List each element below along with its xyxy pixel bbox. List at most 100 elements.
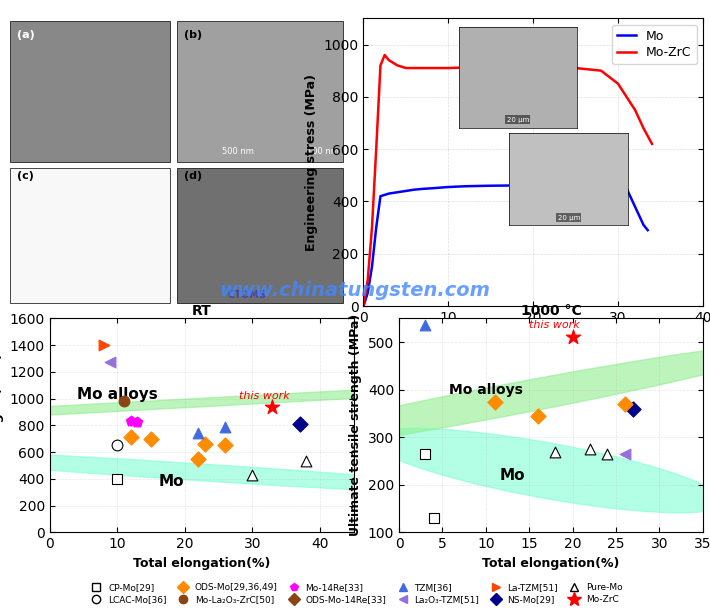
Ellipse shape [368,428,710,513]
Point [489,397,501,406]
Text: 500 nm: 500 nm [222,147,254,157]
Mo [372,224,381,231]
Point [119,397,130,406]
X-axis label: Total elongation(%): Total elongation(%) [133,557,271,570]
Text: CTOMS: CTOMS [228,290,267,300]
Mo-ZrC [529,64,537,71]
Point [300,457,312,466]
Text: www.chinatungsten.com: www.chinatungsten.com [219,281,491,300]
Mo [402,187,410,195]
Point [192,454,204,464]
Point [420,449,431,459]
Mo [419,185,427,193]
Mo-ZrC [486,64,495,71]
Legend: Mo, Mo-ZrC: Mo, Mo-ZrC [613,24,697,64]
Mo-ZrC [381,51,389,59]
Y-axis label: Engineering stress (MPa): Engineering stress (MPa) [305,73,318,251]
Mo-ZrC [376,62,385,69]
FancyBboxPatch shape [11,21,170,162]
Legend: CP-Mo[29], LCAC-Mo[36], ODS-Mo[29,36,49], Mo-La₂O₃-ZrC[50], Mo-14Re[33], ODS-Mo-: CP-Mo[29], LCAC-Mo[36], ODS-Mo[29,36,49]… [84,580,626,608]
Text: Mo alloys: Mo alloys [77,387,158,401]
Mo-ZrC [372,146,381,153]
Y-axis label: Ultimate tensile strength (MPa): Ultimate tensile strength (MPa) [349,314,362,537]
Mo [512,182,520,189]
Point [105,357,116,367]
Mo [639,222,648,229]
Mo-ZrC [402,64,410,72]
FancyBboxPatch shape [11,168,170,303]
Point [132,417,143,427]
Point [219,441,231,450]
Point [146,434,157,444]
Point [420,321,431,330]
Point [294,419,305,429]
Text: this work: this work [239,390,290,401]
Text: Mo alloys: Mo alloys [449,383,523,397]
FancyBboxPatch shape [177,168,343,303]
Title: RT: RT [192,304,212,318]
Mo-ZrC [364,276,372,283]
Point [619,399,630,409]
Mo [546,182,555,189]
Mo-ZrC [385,56,393,64]
Mo-ZrC [359,302,368,310]
Mo-ZrC [546,64,555,71]
Mo [486,182,495,189]
Mo [613,182,622,190]
Point [246,470,258,480]
Text: Mo: Mo [158,474,184,488]
Line: Mo-ZrC: Mo-ZrC [364,55,652,306]
Mo-ZrC [410,64,419,72]
Point [200,439,211,449]
Point [219,422,231,431]
Point [125,433,136,442]
Text: 100 nm: 100 nm [307,147,339,157]
Text: (c): (c) [17,171,34,181]
Title: 1000 °C: 1000 °C [520,304,581,318]
Point [628,404,639,414]
Ellipse shape [221,341,710,457]
Mo [444,184,452,191]
Mo [597,182,606,189]
Mo-ZrC [572,64,580,72]
Mo [461,182,469,190]
Mo-ZrC [368,224,376,231]
FancyBboxPatch shape [177,21,343,162]
Ellipse shape [0,358,710,452]
Mo [359,302,368,310]
Point [125,416,136,426]
Mo [427,185,436,192]
Mo [572,182,580,189]
Mo [393,188,402,196]
Text: this work: this work [529,319,580,330]
Mo-ZrC [444,64,452,72]
Mo [364,289,372,297]
Point [111,474,123,483]
Y-axis label: Yield strength (MPa): Yield strength (MPa) [0,353,4,498]
Mo-ZrC [512,64,520,71]
Text: (b): (b) [184,30,202,40]
Point [619,449,630,459]
Point [532,411,544,420]
Mo [643,226,652,234]
Text: (a): (a) [17,30,35,40]
Mo-ZrC [613,80,622,88]
Mo-ZrC [461,64,469,71]
Mo [376,193,385,200]
X-axis label: Engineering strain (%): Engineering strain (%) [454,330,612,343]
Mo-ZrC [648,140,656,147]
Mo-ZrC [393,62,402,69]
Point [98,340,109,350]
X-axis label: Total elongation(%): Total elongation(%) [482,557,620,570]
Text: Mo: Mo [499,468,525,483]
Mo [385,190,393,197]
Mo-ZrC [639,124,648,132]
Mo [529,182,537,189]
Point [550,447,561,457]
Point [267,401,278,411]
Point [428,513,439,523]
Mo [622,185,630,192]
Point [192,428,204,438]
Mo-ZrC [622,93,630,100]
Text: (d): (d) [184,171,202,181]
